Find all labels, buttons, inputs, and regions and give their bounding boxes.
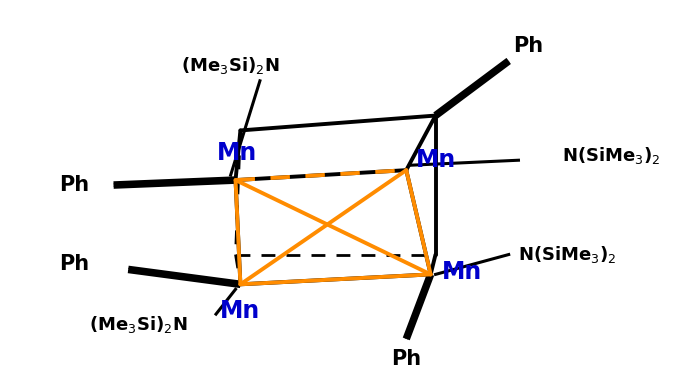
Text: N(SiMe$_3$)$_2$: N(SiMe$_3$)$_2$ bbox=[518, 244, 617, 265]
Text: Ph: Ph bbox=[513, 36, 543, 56]
Text: Ph: Ph bbox=[60, 254, 90, 274]
Text: N(SiMe$_3$)$_2$: N(SiMe$_3$)$_2$ bbox=[562, 145, 661, 166]
Text: (Me$_3$Si)$_2$N: (Me$_3$Si)$_2$N bbox=[89, 314, 187, 335]
Text: (Me$_3$Si)$_2$N: (Me$_3$Si)$_2$N bbox=[181, 55, 280, 76]
Text: Ph: Ph bbox=[60, 175, 90, 195]
Text: Mn: Mn bbox=[443, 261, 483, 285]
Text: Ph: Ph bbox=[391, 349, 421, 369]
Text: Mn: Mn bbox=[416, 148, 456, 172]
Text: Mn: Mn bbox=[218, 141, 258, 165]
Text: Mn: Mn bbox=[220, 299, 261, 323]
